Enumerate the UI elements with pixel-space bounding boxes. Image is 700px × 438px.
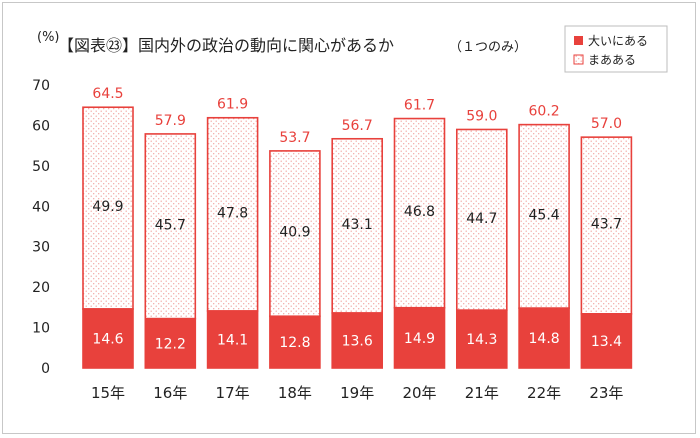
y-tick-label: 70 [32, 78, 50, 94]
bar-segment-maaaru [206, 116, 259, 312]
total-label: 56.7 [342, 118, 373, 134]
value-label-maaaru: 49.9 [92, 199, 123, 215]
x-tick-label: 18年 [278, 384, 312, 402]
bar-segment-ooiniaru [518, 307, 570, 369]
value-label-ooiniaru: 14.8 [529, 331, 560, 347]
bar-segment-maaaru [393, 117, 446, 309]
x-tick-label: 21年 [465, 384, 499, 402]
x-tick-label: 20年 [402, 384, 436, 402]
bar-segment-ooiniaru [455, 309, 508, 369]
x-axis: 15年 16年 17年 18年 19年 20年 21年 22年 23年 [91, 384, 623, 402]
x-tick-label: 19年 [340, 384, 374, 402]
y-tick-label: 0 [41, 361, 50, 377]
chart-title: 【図表㉓】国内外の政治の動向に関心があるか [58, 36, 394, 55]
value-label-maaaru: 43.1 [342, 217, 373, 233]
bar-segment-maaaru [580, 136, 633, 315]
legend-label-1: 大いにある [588, 34, 648, 48]
y-axis: 0 10 20 30 40 50 60 70 [32, 78, 50, 377]
x-tick-label: 23年 [589, 384, 623, 402]
bar-segment-ooiniaru [580, 313, 633, 369]
y-tick-label: 40 [32, 199, 50, 215]
bar-segment-ooiniaru [82, 308, 134, 369]
value-label-ooiniaru: 13.4 [591, 334, 622, 350]
y-tick-label: 60 [32, 118, 50, 134]
value-label-maaaru: 46.8 [404, 204, 435, 220]
value-label-maaaru: 43.7 [591, 216, 622, 232]
total-label: 57.9 [155, 113, 186, 129]
total-label: 61.9 [217, 97, 248, 113]
bar-segment-maaaru [144, 133, 197, 320]
y-tick-label: 50 [32, 159, 50, 175]
legend-label-2: まあある [588, 53, 636, 67]
value-label-ooiniaru: 14.1 [217, 332, 248, 348]
bar-segment-ooiniaru [206, 310, 259, 369]
chart-frame [2, 2, 696, 434]
value-label-maaaru: 45.4 [529, 207, 560, 223]
total-label: 64.5 [92, 86, 123, 102]
y-tick-label: 10 [32, 321, 50, 337]
x-tick-label: 17年 [216, 384, 250, 402]
y-tick-label: 20 [32, 280, 50, 296]
x-tick-label: 15年 [91, 384, 125, 402]
bars: 14.6 49.9 64.5 12.2 45.7 57.9 14.1 47.8 61.9 12.8… [82, 86, 633, 369]
value-label-ooiniaru: 13.6 [342, 334, 373, 350]
value-label-ooiniaru: 14.9 [404, 331, 435, 347]
value-label-maaaru: 44.7 [466, 211, 497, 227]
legend-swatch-solid [574, 36, 583, 45]
y-tick-label: 30 [32, 240, 50, 256]
value-label-ooiniaru: 14.3 [466, 332, 497, 348]
total-label: 53.7 [279, 130, 310, 146]
x-tick-label: 16年 [153, 384, 187, 402]
value-label-maaaru: 47.8 [217, 205, 248, 221]
value-label-ooiniaru: 12.2 [155, 336, 186, 352]
bar-segment-maaaru [455, 128, 508, 311]
total-label: 57.0 [591, 116, 622, 132]
chart-subtitle: （１つのみ） [449, 40, 527, 55]
bar-segment-ooiniaru [393, 306, 446, 369]
total-label: 59.0 [466, 108, 497, 124]
bar-segment-maaaru [269, 150, 321, 318]
value-label-maaaru: 45.7 [155, 217, 186, 233]
total-label: 60.2 [529, 104, 560, 120]
bar-segment-ooiniaru [144, 317, 197, 369]
bar-segment-ooiniaru [269, 315, 321, 369]
value-label-maaaru: 40.9 [279, 225, 310, 241]
value-label-ooiniaru: 12.8 [279, 335, 310, 351]
legend-swatch-dotted [573, 54, 584, 65]
y-axis-unit: (%) [37, 30, 60, 45]
bar-segment-ooiniaru [331, 312, 384, 369]
legend: 大いにある まあある [564, 25, 668, 73]
bar-segment-maaaru [82, 106, 134, 310]
x-tick-label: 22年 [527, 384, 561, 402]
total-label: 61.7 [404, 98, 435, 114]
bar-segment-maaaru [518, 123, 570, 309]
value-label-ooiniaru: 14.6 [92, 331, 123, 347]
